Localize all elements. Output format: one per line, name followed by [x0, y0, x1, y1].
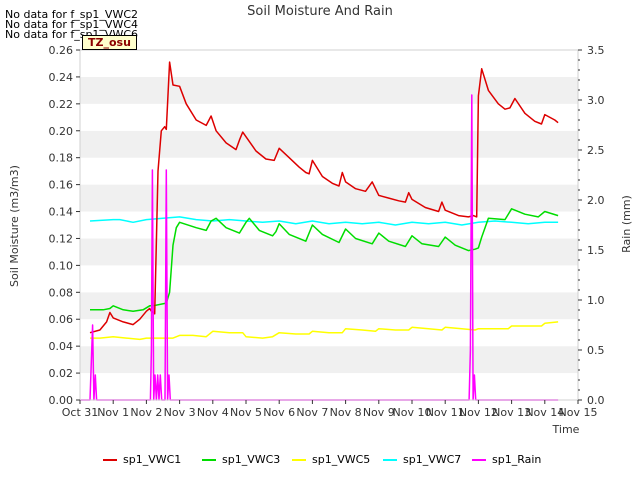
x-axis-label: Time	[552, 423, 580, 436]
legend-label: sp1_VWC3	[222, 453, 281, 466]
y-axis-label: Soil Moisture (m3/m3)	[8, 165, 21, 287]
series-line-sp1-vwc3	[90, 208, 559, 312]
series-line-sp1-vwc5	[90, 321, 559, 341]
y-tick-label: 0.14	[49, 206, 74, 219]
legend-label: sp1_VWC5	[312, 453, 371, 466]
legend: sp1_VWC1 sp1_VWC3 sp1_VWC5 sp1_VWC7 sp1_Rain	[0, 452, 640, 470]
legend-swatch	[292, 459, 306, 461]
x-tick-label: Nov 4	[197, 406, 229, 419]
y-tick-label: 0.00	[49, 394, 74, 407]
y-tick-label: 0.22	[49, 98, 74, 111]
grid-band	[80, 238, 578, 266]
x-tick-label: Nov 12	[459, 406, 498, 419]
grid-bands	[80, 50, 578, 400]
y-tick-label: 0.18	[49, 152, 74, 165]
x-tick-label: Nov 9	[363, 406, 395, 419]
no-data-message: No data for f_sp1_VWC2	[5, 8, 139, 21]
x-tick-label: Nov 1	[97, 406, 129, 419]
legend-swatch	[202, 459, 216, 461]
plot-frame	[79, 49, 579, 401]
grid-band	[80, 184, 578, 212]
x-tick-label: Nov 15	[559, 406, 598, 419]
grid-band	[80, 76, 578, 104]
y-tick-label: 0.08	[49, 286, 74, 299]
no-data-message: No data for f_sp1_VWC4	[5, 18, 139, 31]
y-tick-label: 0.26	[49, 44, 74, 57]
y-tick-label: 0.02	[49, 367, 74, 380]
grid-band	[80, 130, 578, 158]
x-tick-label: Nov 10	[393, 406, 432, 419]
y-tick-label: 0.06	[49, 313, 74, 326]
legend-label: sp1_VWC1	[123, 453, 182, 466]
legend-swatch	[383, 459, 397, 461]
x-tick-label: Nov 6	[263, 406, 295, 419]
timezone-badge: TZ_osu	[82, 35, 137, 50]
y2-axis: 0.0 0.5 1.0 1.5 2.0 2.5 3.0 3.5	[578, 44, 605, 407]
x-tick-label: Nov 13	[492, 406, 531, 419]
y-tick-label: 0.12	[49, 232, 74, 245]
grid-band	[80, 346, 578, 374]
y2-tick-label: 2.0	[587, 194, 605, 207]
x-tick-label: Nov 2	[130, 406, 162, 419]
y2-tick-label: 0.5	[587, 344, 605, 357]
y2-tick-label: 1.5	[587, 244, 605, 257]
series-line-sp1-vwc7	[89, 216, 559, 226]
grid-band	[80, 292, 578, 320]
x-tick-label: Nov 14	[525, 406, 564, 419]
grid-band	[80, 373, 578, 400]
y-axis: 0.00 0.02 0.04 0.06 0.08 0.10 0.12 0.14 0.16 0.18…	[49, 44, 80, 407]
y2-tick-label: 3.5	[587, 44, 605, 57]
grid-band	[80, 50, 578, 77]
y-tick-label: 0.20	[49, 125, 74, 138]
y2-tick-label: 3.0	[587, 94, 605, 107]
legend-label: sp1_VWC7	[403, 453, 462, 466]
x-tick-label: Nov 7	[296, 406, 328, 419]
x-tick-label: Oct 31	[62, 406, 99, 419]
x-tick-label: Nov 8	[330, 406, 362, 419]
x-tick-label: Nov 3	[164, 406, 196, 419]
y-tick-label: 0.10	[49, 259, 74, 272]
y-tick-label: 0.16	[49, 179, 74, 192]
y2-tick-label: 1.0	[587, 294, 605, 307]
legend-swatch	[472, 459, 486, 461]
grid-band	[80, 211, 578, 239]
y-tick-label: 0.24	[49, 71, 74, 84]
grid-band	[80, 265, 578, 293]
y2-tick-label: 0.0	[587, 394, 605, 407]
grid-band	[80, 103, 578, 131]
legend-label: sp1_Rain	[492, 453, 542, 466]
y2-tick-label: 2.5	[587, 144, 605, 157]
chart-title: Soil Moisture And Rain	[247, 4, 393, 19]
series-layer	[80, 61, 559, 401]
x-tick-label: Nov 11	[426, 406, 465, 419]
x-tick-label: Nov 5	[230, 406, 262, 419]
y-tick-label: 0.04	[49, 340, 74, 353]
series-line-sp1-vwc1	[89, 61, 559, 334]
y2-axis-label: Rain (mm)	[620, 195, 633, 253]
legend-swatch	[103, 459, 117, 461]
